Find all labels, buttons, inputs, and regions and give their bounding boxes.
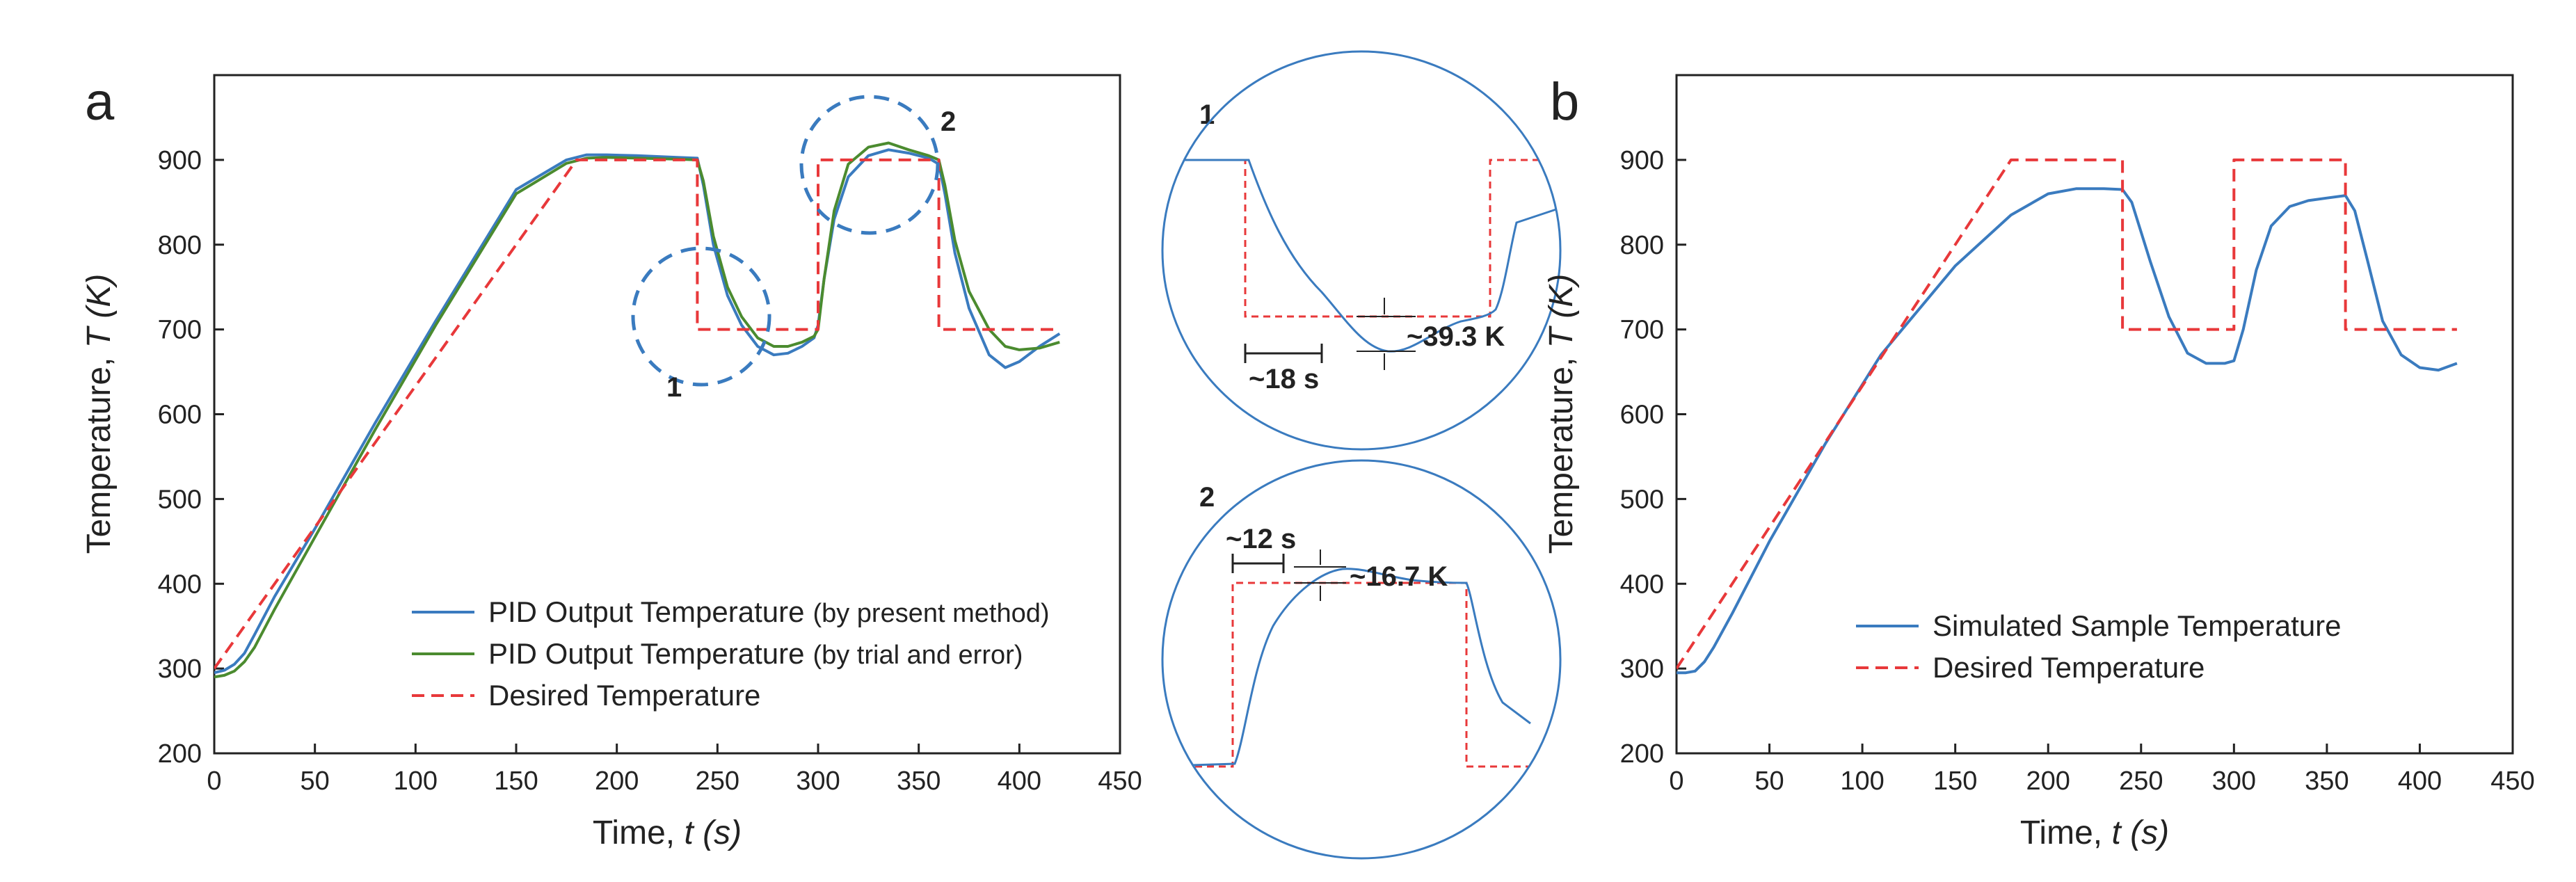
legend-suffix-a-0: (by present method) [813,599,1049,628]
x-tick-label: 250 [696,767,739,796]
x-axis-title-a: Time, t (s) [593,815,742,851]
x-tick-label: 450 [1098,767,1142,796]
inset-1-plot [1162,159,1560,370]
legend-suffix-a-1: (by trial and error) [813,641,1023,670]
x-tick-label: 100 [394,767,438,796]
y-tick-label: 700 [1620,316,1664,345]
y-ticks-b: 200 300 400 500 600 700 800 900 [1620,146,1686,769]
legend-entry-a-0: PID Output Temperature (by present method… [488,595,1050,628]
inset-1-deviation-label: ~39.3 K [1407,321,1505,352]
inset-label-2: 2 [1199,482,1215,513]
series-line-b-1 [1677,158,2457,670]
x-axis-label-a: Time, [593,815,685,851]
x-tick-label: 50 [301,767,330,796]
x-tick-label: 300 [2212,767,2256,796]
legend-entry-a-2: Desired Temperature [488,679,760,712]
y-tick-label: 600 [158,401,202,430]
y-axis-var-b: T (K) [1543,274,1580,348]
inset-2-delay-label: ~12 s [1226,524,1296,554]
legend-name-a-0: PID Output Temperature [488,595,804,628]
y-axis-title-a: Temperature, T (K) [81,274,118,554]
x-tick-label: 100 [1840,767,1884,796]
series-line-a-0 [214,148,1061,675]
y-tick-label: 400 [1620,570,1664,599]
inset-1-output-line [1162,159,1559,353]
zoom-circle-1 [631,246,771,387]
x-tick-label: 350 [897,767,941,796]
y-tick-label: 200 [1620,739,1664,769]
legend-entry-b-1: Desired Temperature [1933,651,2205,684]
inset-1-delay-label: ~18 s [1249,364,1319,394]
y-axis-var-a: T (K) [81,274,118,348]
y-tick-label: 500 [158,485,202,514]
inset-label-1: 1 [1199,99,1215,130]
x-tick-label: 200 [595,767,639,796]
y-tick-label: 200 [158,739,202,769]
inset-2-circle [1161,459,1562,860]
inset-2-desired-line [1162,582,1560,768]
y-tick-label: 900 [158,146,202,175]
x-ticks-b: 0 50 100 150 200 250 300 350 400 450 [1669,744,2535,796]
y-tick-label: 300 [158,655,202,684]
x-tick-label: 250 [2119,767,2163,796]
x-ticks-a: 0 50 100 150 200 250 300 350 400 450 [207,744,1142,796]
y-axis-label-a: Temperature, [81,348,118,554]
legend-b: Simulated Sample Temperature Desired Tem… [1856,609,2342,684]
x-tick-label: 400 [2398,767,2442,796]
inset-2-deviation-label: ~16.7 K [1350,561,1448,592]
y-tick-label: 300 [1620,655,1664,684]
y-axis-title-b: Temperature, T (K) [1543,274,1580,554]
x-tick-label: 150 [1933,767,1977,796]
legend-entry-a-1: PID Output Temperature (by trial and erro… [488,637,1023,670]
x-tick-label: 300 [796,767,840,796]
x-tick-label: 150 [494,767,538,796]
inset-2-plot [1162,550,1560,768]
series-line-b-0 [1677,187,2458,675]
y-tick-label: 800 [158,231,202,260]
legend-entry-b-0: Simulated Sample Temperature [1933,609,2342,642]
inset-1-desired-line [1162,159,1560,318]
y-axis-label-b: Temperature, [1543,348,1580,554]
y-tick-label: 400 [158,570,202,599]
inset-1: 1 ~18 s ~39.3 K [1161,50,1562,451]
panel-label-b: b [1550,72,1579,131]
inset-2-output-line [1162,568,1531,768]
x-axis-var-a: t (s) [684,815,742,851]
legend-name-a-1: PID Output Temperature [488,637,804,670]
x-axis-label-b: Time, [2020,815,2112,851]
y-tick-label: 600 [1620,401,1664,430]
legend-a: PID Output Temperature (by present method… [412,595,1050,712]
x-tick-label: 50 [1754,767,1784,796]
x-tick-label: 0 [207,767,221,796]
x-tick-label: 400 [998,767,1041,796]
series-group-b [1677,158,2458,675]
x-tick-label: 350 [2305,767,2349,796]
inset-1-circle [1161,50,1562,451]
x-tick-label: 200 [2026,767,2070,796]
x-axis-title-b: Time, t (s) [2020,815,2169,851]
legend-name-a-2: Desired Temperature [488,679,760,712]
x-tick-label: 0 [1669,767,1683,796]
series-line-a-2 [214,158,1060,670]
y-tick-label: 700 [158,316,202,345]
zoom-circle-2 [799,95,940,235]
x-tick-label: 450 [2490,767,2534,796]
zoom-circle-label-2: 2 [941,106,956,137]
zoom-circle-label-1: 1 [666,372,682,403]
inset-2: 2 ~12 s ~16.7 K [1161,459,1562,860]
y-tick-label: 900 [1620,146,1664,175]
y-tick-label: 800 [1620,231,1664,260]
y-ticks-a: 200 300 400 500 600 700 800 900 [158,146,224,769]
x-axis-var-b: t (s) [2111,815,2169,851]
panel-label-a: a [85,72,115,131]
y-tick-label: 500 [1620,485,1664,514]
